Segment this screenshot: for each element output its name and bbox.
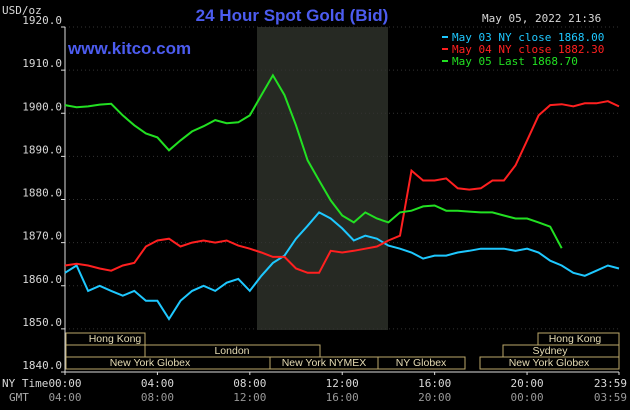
session-label: New York Globex <box>509 357 590 369</box>
legend-label: May 05 Last 1868.70 <box>452 55 578 68</box>
session-box <box>479 356 620 370</box>
x-tick-label: 16:00 <box>418 377 451 390</box>
x2-tick-label: 08:00 <box>141 391 174 404</box>
session-label: New York Globex <box>110 357 191 369</box>
session-label: New York NYMEX <box>282 357 367 369</box>
y-tick-label: 1910.0 <box>22 57 62 70</box>
chart-title: 24 Hour Spot Gold (Bid) <box>196 6 389 25</box>
x2-tick-label: 04:00 <box>48 391 81 404</box>
series-line <box>64 100 620 274</box>
x2-tick-label: 12:00 <box>233 391 266 404</box>
x-tick-label: 23:59 <box>594 377 627 390</box>
y-tick-label: 1840.0 <box>22 359 62 372</box>
legend-label: May 04 NY close 1882.30 <box>452 43 604 56</box>
x-tick-label: 12:00 <box>326 377 359 390</box>
x-tick-label: 00:00 <box>48 377 81 390</box>
session-label: London <box>214 345 249 357</box>
site-label: www.kitco.com <box>67 39 191 58</box>
shaded-session <box>257 27 388 330</box>
y-tick-label: 1890.0 <box>22 143 62 156</box>
sessions: Hong Kong Hong Kong London Sydney New Yo… <box>65 332 620 370</box>
y-tick-label: 1860.0 <box>22 273 62 286</box>
y-tick-label: 1920.0 <box>22 14 62 27</box>
x2-tick-label: 16:00 <box>326 391 359 404</box>
y-tick-label: 1850.0 <box>22 316 62 329</box>
x-tick-label: 04:00 <box>141 377 174 390</box>
session-label: Sydney <box>532 345 568 357</box>
x-tick-label: 08:00 <box>233 377 266 390</box>
y-tick-label: 1900.0 <box>22 100 62 113</box>
y-axis-label: USD/oz <box>2 4 42 17</box>
x2-tick-label: 03:59 <box>594 391 627 404</box>
series-line <box>64 211 620 321</box>
session-box <box>65 344 146 358</box>
session-box <box>377 356 466 370</box>
legend-label: May 03 NY close 1868.00 <box>452 31 604 44</box>
session-label: Hong Kong <box>89 333 142 345</box>
x2-axis-label: GMT <box>9 391 29 404</box>
x2-tick-label: 00:00 <box>510 391 543 404</box>
session-label: NY Globex <box>396 357 447 369</box>
series-line <box>64 73 563 249</box>
timestamp: May 05, 2022 21:36 <box>482 12 601 25</box>
x-axis-label: NY Time <box>2 377 48 390</box>
x-tick-label: 20:00 <box>510 377 543 390</box>
session-label: Hong Kong <box>549 333 602 345</box>
y-tick-label: 1880.0 <box>22 187 62 200</box>
x2-tick-label: 20:00 <box>418 391 451 404</box>
y-tick-label: 1870.0 <box>22 230 62 243</box>
